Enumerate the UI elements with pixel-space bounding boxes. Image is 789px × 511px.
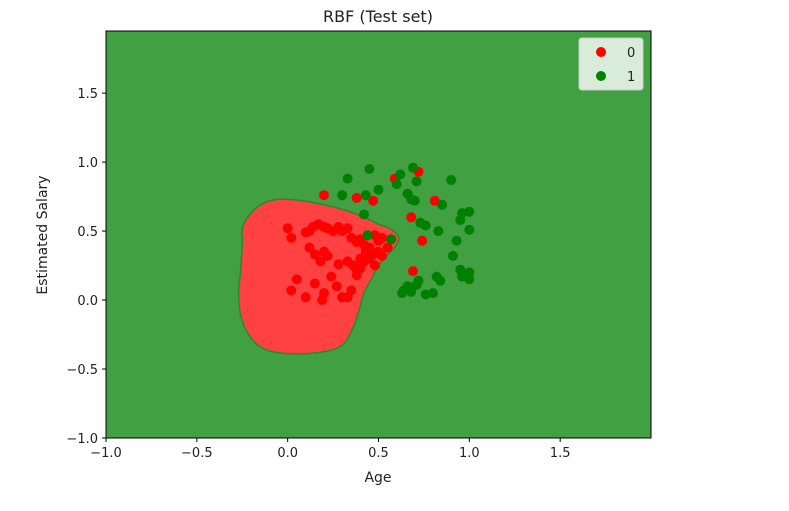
point-class-1-12 xyxy=(411,176,422,187)
point-class-0-50 xyxy=(300,292,311,303)
y-axis-label: Estimated Salary xyxy=(35,175,51,294)
point-class-0-5 xyxy=(406,212,417,223)
point-class-0-0 xyxy=(319,190,329,201)
point-class-0-46 xyxy=(360,246,371,257)
point-class-0-45 xyxy=(355,253,366,264)
point-class-1-8 xyxy=(391,179,402,190)
point-class-1-6 xyxy=(362,230,373,241)
point-class-1-39 xyxy=(428,288,438,299)
point-class-0-58 xyxy=(346,285,357,296)
y-tick-label: 0.5 xyxy=(77,225,98,240)
point-class-0-9 xyxy=(282,223,293,234)
legend-box xyxy=(578,37,644,91)
point-class-0-54 xyxy=(326,271,337,282)
scatter-points xyxy=(282,162,475,305)
point-class-1-25 xyxy=(464,224,475,235)
point-class-1-5 xyxy=(337,190,348,201)
point-class-1-28 xyxy=(464,267,475,278)
legend-label-1: 1 xyxy=(627,70,635,85)
chart-title: RBF (Test set) xyxy=(323,7,433,26)
point-class-1-21 xyxy=(448,250,458,261)
point-class-1-1 xyxy=(364,164,375,174)
point-class-1-16 xyxy=(420,220,431,231)
point-class-0-34 xyxy=(333,259,344,270)
point-class-0-43 xyxy=(377,250,388,261)
point-class-0-59 xyxy=(351,270,362,281)
point-class-0-29 xyxy=(304,242,315,253)
plot-area xyxy=(105,30,652,439)
x-tick-label: 0.5 xyxy=(368,446,389,461)
point-class-1-31 xyxy=(435,275,446,286)
point-class-1-36 xyxy=(406,286,417,297)
y-tick-label: 0.0 xyxy=(77,294,98,309)
point-class-1-9 xyxy=(395,169,406,180)
legend-marker-0 xyxy=(596,47,606,57)
x-axis: −1.0 −0.5 0.0 0.5 1.0 1.5 xyxy=(90,438,571,461)
x-tick-label: −1.0 xyxy=(90,446,122,461)
legend-marker-1 xyxy=(596,71,606,81)
y-axis: −1.0 −0.5 0.0 0.5 1.0 1.5 xyxy=(66,87,106,447)
x-tick-label: 0.0 xyxy=(277,446,298,461)
point-class-0-49 xyxy=(291,274,302,285)
point-class-1-14 xyxy=(409,195,420,206)
y-tick-label: −1.0 xyxy=(66,432,98,447)
point-class-1-11 xyxy=(408,162,418,173)
point-class-1-19 xyxy=(446,175,457,185)
point-class-0-51 xyxy=(309,278,320,289)
point-class-1-17 xyxy=(433,226,444,237)
point-class-1-24 xyxy=(464,206,475,217)
point-class-0-55 xyxy=(331,281,342,292)
point-class-0-1 xyxy=(351,192,362,203)
point-class-0-44 xyxy=(382,242,393,253)
point-class-0-53 xyxy=(319,288,329,299)
point-class-1-0 xyxy=(342,173,353,184)
point-class-0-33 xyxy=(322,250,333,261)
x-axis-label: Age xyxy=(364,470,391,486)
y-tick-label: 1.5 xyxy=(77,87,98,102)
point-class-1-4 xyxy=(359,209,369,220)
point-class-1-33 xyxy=(413,275,424,286)
point-class-1-37 xyxy=(397,288,408,299)
point-class-1-20 xyxy=(451,235,462,246)
point-class-0-47 xyxy=(369,260,380,271)
point-class-1-7 xyxy=(386,234,397,245)
point-class-1-29 xyxy=(464,274,475,285)
point-class-1-18 xyxy=(437,199,448,210)
point-class-1-3 xyxy=(360,190,371,201)
legend-label-0: 0 xyxy=(627,46,635,61)
point-class-0-48 xyxy=(286,285,297,296)
x-tick-label: 1.5 xyxy=(550,446,571,461)
x-tick-label: 1.0 xyxy=(459,446,480,461)
point-class-0-30 xyxy=(309,249,320,260)
x-tick-label: −0.5 xyxy=(181,446,213,461)
point-class-0-6 xyxy=(429,195,440,206)
point-class-0-20 xyxy=(342,223,353,234)
point-class-0-2 xyxy=(368,195,379,206)
point-class-0-28 xyxy=(377,232,388,243)
point-class-0-10 xyxy=(286,232,297,243)
legend: 01 xyxy=(578,37,644,91)
point-class-1-2 xyxy=(373,184,384,195)
point-class-0-31 xyxy=(315,256,326,267)
y-tick-label: 1.0 xyxy=(77,156,98,171)
point-class-0-8 xyxy=(408,266,418,277)
y-tick-label: −0.5 xyxy=(66,363,98,378)
point-class-0-7 xyxy=(417,235,428,246)
